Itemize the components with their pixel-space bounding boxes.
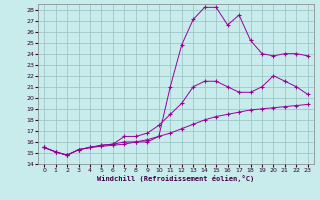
X-axis label: Windchill (Refroidissement éolien,°C): Windchill (Refroidissement éolien,°C) bbox=[97, 175, 255, 182]
